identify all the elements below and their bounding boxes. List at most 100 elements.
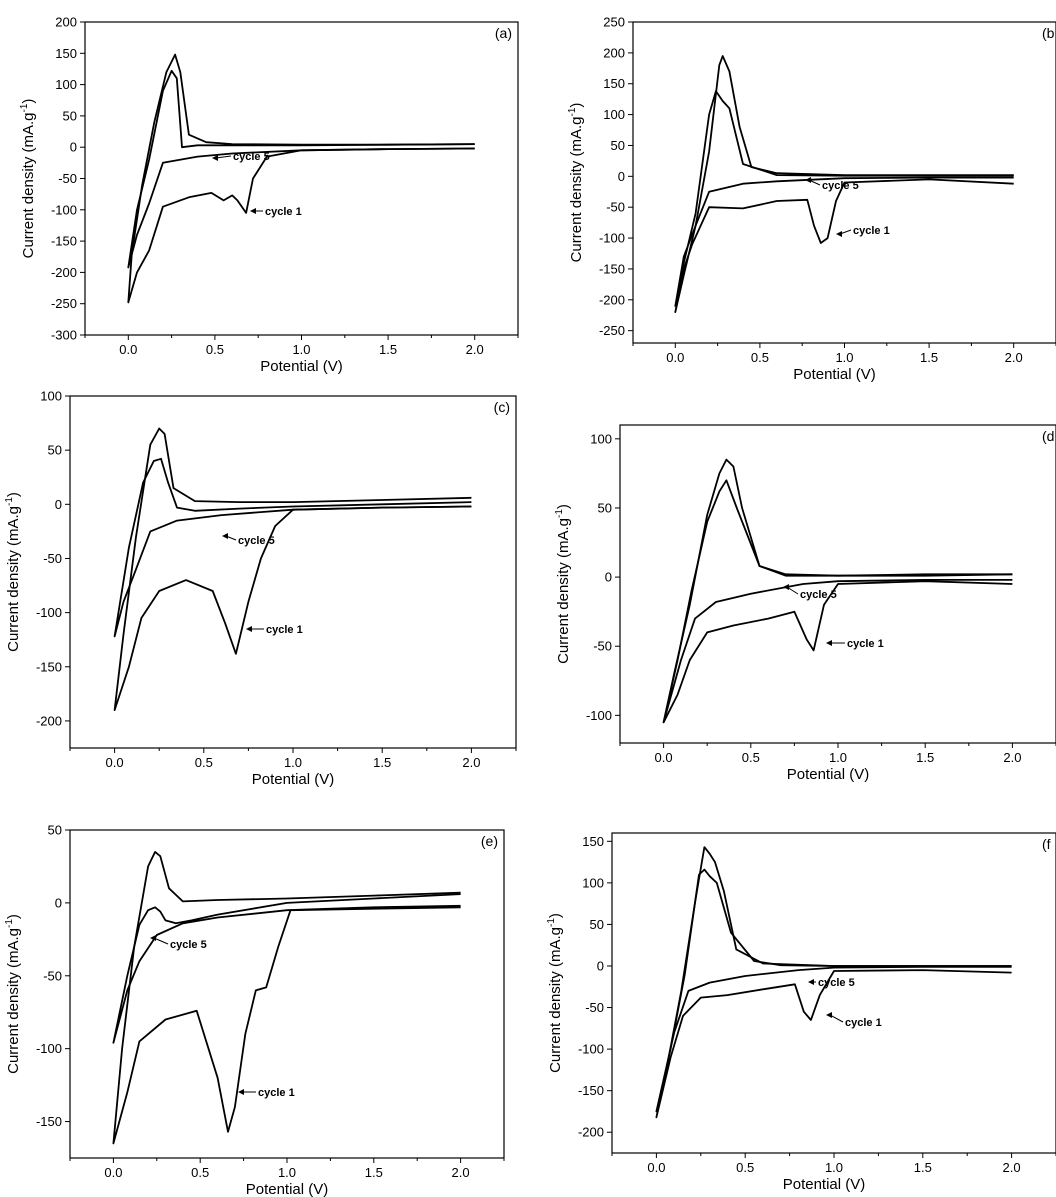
x-tick-label: 0.5: [191, 1165, 209, 1180]
cycle-5-label: cycle 5: [233, 151, 270, 163]
x-tick-label: 0.0: [104, 1165, 122, 1180]
x-axis-title: Potential (V): [783, 1176, 866, 1193]
panel-d: 0.0 0.5 1.0 1.5 2.0 -100 -50 0 50 100 Potential (V…: [554, 424, 1056, 783]
y-tick-label: -100: [586, 708, 612, 723]
panel-label: (f: [1042, 836, 1051, 852]
cycle-5-label-arrowhead: [805, 177, 811, 183]
y-tick-label: 100: [582, 875, 604, 890]
series-cycle-1: [655, 846, 1012, 1119]
y-axis-title-superscript: -1: [554, 509, 565, 518]
y-axis-title-main: Current density (mA.g: [547, 927, 564, 1073]
cycle-5-label-arrowhead: [808, 979, 814, 985]
y-tick-label: 100: [55, 77, 77, 92]
cycle-1-label-arrowhead: [250, 208, 256, 214]
x-tick-label: 1.5: [920, 350, 938, 365]
y-axis-title: Current density (mA.g-1): [554, 504, 572, 664]
y-tick-label: 50: [63, 108, 77, 123]
y-tick-label: -250: [51, 296, 77, 311]
y-tick-label: -100: [51, 202, 77, 217]
y-tick-label: 200: [603, 45, 625, 60]
y-axis-title: Current density (mA.g-1): [4, 914, 22, 1074]
cycle-5-label: cycle 5: [800, 589, 837, 601]
y-axis-title-close: ): [5, 914, 22, 919]
y-axis-title-main: Current density (mA.g: [20, 113, 37, 259]
y-tick-label: -50: [585, 1000, 604, 1015]
y-tick-label: 50: [48, 823, 62, 838]
y-tick-label: -200: [599, 292, 625, 307]
y-tick-label: 50: [48, 443, 62, 458]
cycle-5-label-arrowhead: [150, 935, 156, 941]
x-tick-label: 2.0: [1005, 350, 1023, 365]
y-tick-label: -100: [36, 605, 62, 620]
x-tick-label: 1.5: [916, 750, 934, 765]
plot-frame: [69, 829, 505, 1159]
cycle-1-label-arrowhead: [246, 626, 252, 632]
cycle-1-label-arrow: [829, 1014, 844, 1023]
x-tick-label: 0.5: [195, 755, 213, 770]
x-tick-label: 0.5: [742, 750, 760, 765]
y-axis-title-superscript: -1: [19, 103, 30, 112]
y-tick-label: 200: [55, 15, 77, 30]
x-tick-label: 2.0: [462, 755, 480, 770]
x-axis-title: Potential (V): [793, 366, 876, 383]
y-tick-label: -50: [606, 200, 625, 215]
y-tick-label: -150: [36, 1114, 62, 1129]
y-tick-label: 0: [55, 497, 62, 512]
y-tick-label: 100: [603, 107, 625, 122]
y-axis-title-superscript: -1: [4, 497, 15, 506]
series-cycle-1: [674, 55, 1014, 314]
y-tick-label: 0: [605, 570, 612, 585]
x-tick-label: 2.0: [1003, 750, 1021, 765]
cycle-1-label-arrowhead: [836, 231, 842, 237]
x-tick-label: 0.5: [206, 342, 224, 357]
cycle-1-label: cycle 1: [258, 1087, 295, 1099]
x-tick-label: 0.0: [119, 342, 137, 357]
y-tick-label: 50: [598, 500, 612, 515]
x-tick-label: 1.0: [278, 1165, 296, 1180]
y-axis-title: Current density (mA.g-1): [567, 103, 585, 263]
x-tick-label: 1.5: [373, 755, 391, 770]
y-tick-label: -150: [36, 659, 62, 674]
y-tick-label: -200: [36, 713, 62, 728]
cycle-1-label-arrowhead: [826, 640, 832, 646]
cycle-5-label-arrow: [153, 937, 169, 945]
x-tick-label: 1.0: [284, 755, 302, 770]
x-tick-label: 1.0: [835, 350, 853, 365]
y-tick-label: -100: [578, 1042, 604, 1057]
y-tick-label: 150: [603, 76, 625, 91]
x-tick-label: 2.0: [466, 342, 484, 357]
y-tick-label: -150: [599, 261, 625, 276]
y-tick-label: 100: [40, 389, 62, 404]
y-tick-label: -50: [43, 968, 62, 983]
y-tick-label: 0: [618, 169, 625, 184]
x-axis-title: Potential (V): [787, 766, 870, 783]
x-tick-label: 2.0: [1003, 1160, 1021, 1175]
y-tick-label: 0: [70, 140, 77, 155]
cycle-5-label: cycle 5: [238, 535, 275, 547]
y-axis-title: Current density (mA.g-1): [19, 99, 37, 259]
plot-frame: [69, 395, 517, 749]
cycle-1-label: cycle 1: [265, 206, 302, 218]
x-tick-label: 0.0: [655, 750, 673, 765]
x-tick-label: 1.0: [292, 342, 310, 357]
cycle-5-label-arrowhead: [212, 155, 218, 161]
series-cycle-5: [113, 457, 472, 638]
panel-label: (c): [494, 399, 510, 415]
x-tick-label: 0.5: [736, 1160, 754, 1175]
y-tick-label: 250: [603, 15, 625, 30]
y-axis-title-main: Current density (mA.g: [5, 928, 22, 1074]
panel-label: (b: [1042, 25, 1055, 41]
series-cycle-5: [655, 868, 1012, 1113]
series-cycle-1: [127, 53, 475, 304]
y-tick-label: -200: [578, 1125, 604, 1140]
panel-label: (a): [495, 25, 512, 41]
cycle-1-label: cycle 1: [853, 225, 890, 237]
y-tick-label: -200: [51, 265, 77, 280]
y-tick-label: 150: [582, 834, 604, 849]
x-tick-label: 1.0: [829, 750, 847, 765]
y-axis-title-main: Current density (mA.g: [555, 518, 572, 664]
cycle-5-label: cycle 5: [818, 977, 855, 989]
y-axis-title-close: ): [20, 99, 37, 104]
series-cycle-5: [662, 479, 1013, 724]
